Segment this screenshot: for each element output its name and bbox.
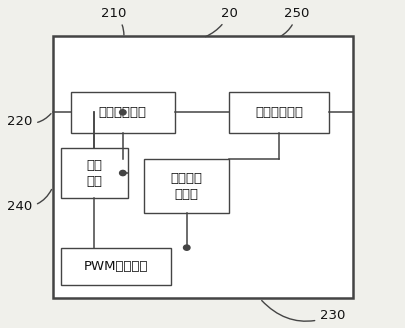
Text: 20: 20 bbox=[205, 7, 237, 37]
Text: 250: 250 bbox=[280, 7, 308, 36]
Text: 校正转发模块: 校正转发模块 bbox=[254, 106, 303, 119]
Text: 240: 240 bbox=[7, 190, 51, 213]
Circle shape bbox=[183, 245, 190, 250]
Text: 端口检测模块: 端口检测模块 bbox=[98, 106, 147, 119]
Text: PWM显示模块: PWM显示模块 bbox=[83, 260, 147, 273]
Bar bbox=[71, 92, 174, 133]
Text: 内控编解
码模块: 内控编解 码模块 bbox=[171, 172, 202, 201]
Bar bbox=[53, 36, 352, 298]
Text: 210: 210 bbox=[101, 7, 126, 35]
Bar bbox=[144, 159, 229, 213]
Circle shape bbox=[119, 170, 126, 175]
Text: 220: 220 bbox=[7, 113, 51, 128]
Bar bbox=[61, 248, 170, 285]
Text: 230: 230 bbox=[261, 300, 345, 322]
Circle shape bbox=[119, 110, 126, 115]
Bar bbox=[61, 148, 128, 198]
Bar bbox=[229, 92, 328, 133]
Text: 外控
模块: 外控 模块 bbox=[86, 158, 102, 188]
